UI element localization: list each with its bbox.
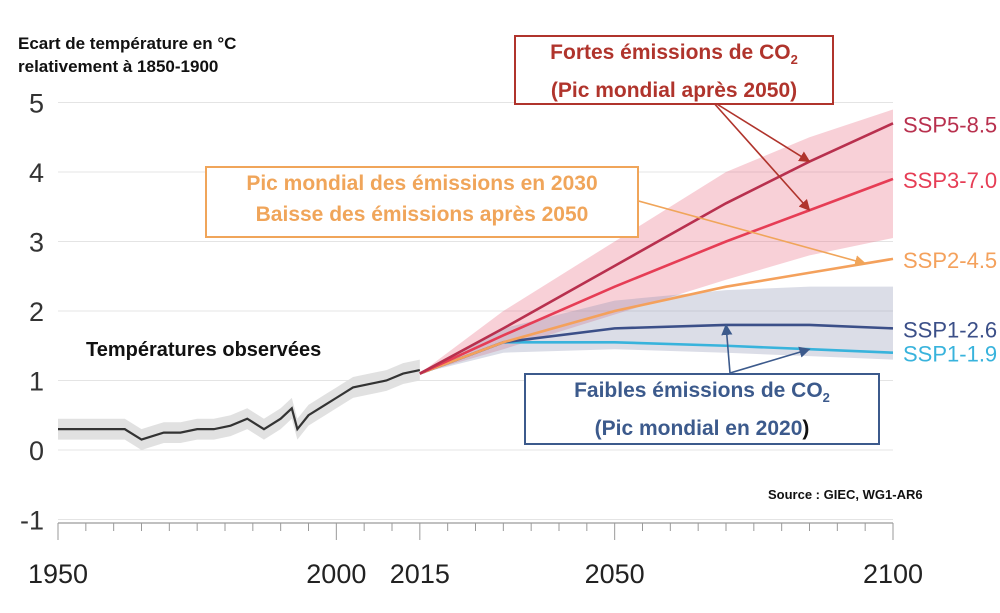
series-line-ssp2-45: [419, 257, 894, 375]
y-axis-label: Ecart de température en °C relativement …: [18, 32, 236, 78]
annotation-high-line1: Fortes émissions de CO2: [550, 41, 798, 68]
y-tick-label-1: 1: [29, 367, 44, 397]
y-axis-label-line1: Ecart de température en °C: [18, 34, 237, 53]
x-tick-label-2000: 2000: [306, 559, 366, 589]
annotation-mid-line2: Baisse des émissions après 2050: [255, 203, 589, 226]
series-label-ssp1-26: SSP1-2.6: [903, 317, 997, 342]
arrow-to-ssp1-26: [721, 323, 733, 374]
annotation-low-line1: Faibles émissions de CO2: [574, 379, 830, 406]
x-tick-label-2050: 2050: [585, 559, 645, 589]
x-tick-label-2100: 2100: [863, 559, 923, 589]
y-tick-label--1: -1: [20, 506, 44, 536]
y-tick-label-4: 4: [29, 158, 44, 188]
source-note: Source : GIEC, WG1-AR6: [768, 487, 923, 502]
arrow-to-ssp1-19: [729, 346, 811, 374]
annotation-mid-emissions: Pic mondial des émissions en 2030 Baisse…: [205, 166, 639, 238]
annotation-high-emissions: Fortes émissions de CO2 (Pic mondial apr…: [514, 35, 834, 105]
observed-uncertainty-band: [58, 359, 420, 450]
observed-line: [58, 368, 421, 441]
x-tick-label-1950: 1950: [28, 559, 88, 589]
series-label-ssp5-85: SSP5-8.5: [903, 112, 997, 137]
series-label-ssp1-19: SSP1-1.9: [903, 342, 997, 367]
arrow-to-ssp5-85: [711, 100, 811, 163]
annotation-high-line2: (Pic mondial après 2050): [550, 79, 798, 103]
annotation-mid-line1: Pic mondial des émissions en 2030: [246, 172, 598, 195]
series-line-ssp5-85: [419, 122, 894, 375]
arrow-to-ssp2-45: [634, 199, 867, 267]
y-tick-label-5: 5: [29, 89, 44, 119]
annotation-low-emissions: Faibles émissions de CO2 (Pic mondial en…: [524, 373, 880, 445]
series-label-ssp2-45: SSP2-4.5: [903, 248, 997, 273]
annotation-low-line2: (Pic mondial en 2020): [594, 417, 810, 441]
y-tick-label-2: 2: [29, 297, 44, 327]
band-low: [419, 286, 893, 374]
observed-temperatures-label: Températures observées: [86, 339, 322, 361]
y-tick-label-3: 3: [29, 228, 44, 258]
y-axis-label-line2: relativement à 1850-1900: [18, 57, 219, 76]
series-line-ssp3-70: [419, 177, 894, 375]
x-tick-label-2015: 2015: [390, 559, 450, 589]
arrow-to-ssp3-70: [711, 100, 811, 212]
y-tick-label-0: 0: [29, 436, 44, 466]
series-label-ssp3-70: SSP3-7.0: [903, 168, 997, 193]
